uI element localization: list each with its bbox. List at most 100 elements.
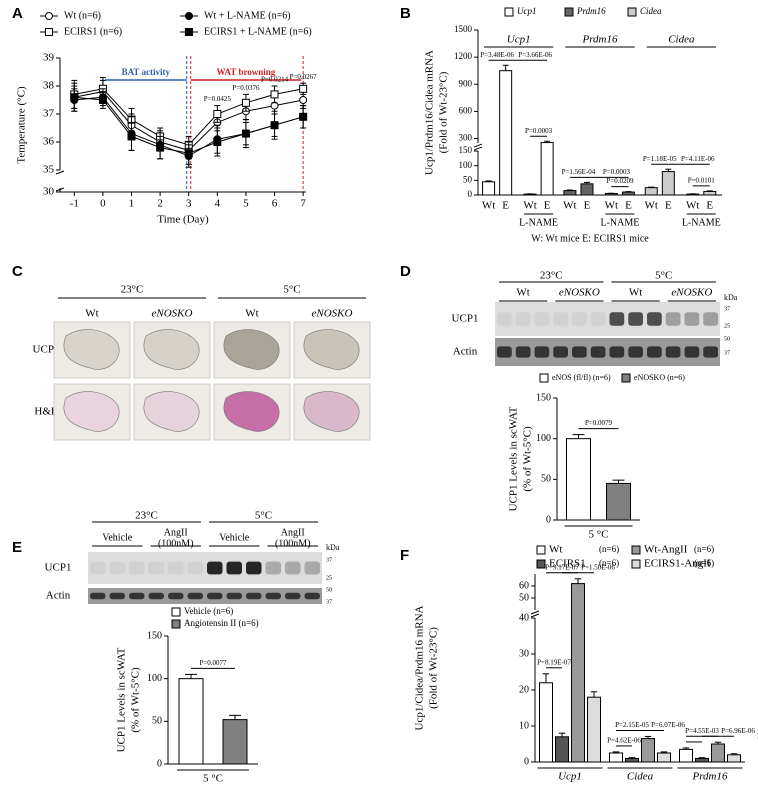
blot-band (187, 561, 203, 575)
panel-label: D (400, 263, 411, 280)
blot-band (590, 312, 606, 326)
p-value: P=0.0003 (525, 127, 553, 135)
marker (299, 96, 308, 104)
y-axis-label: (Fold of Wt-23°C) (428, 627, 440, 709)
p-value: P=9.17E-07 (545, 563, 579, 571)
x-tick-label: E (544, 200, 551, 212)
blot-band (246, 592, 262, 600)
legend-label: Prdm16 (576, 6, 606, 16)
x-tick-label: 2 (157, 198, 163, 210)
bar (604, 193, 618, 196)
blot-band (534, 312, 550, 326)
size-marker: 25 (724, 323, 730, 329)
y-tick-label: 100 (147, 673, 162, 684)
p-value: P=8.19E-07 (537, 658, 571, 666)
unit-label: kDa (326, 543, 340, 552)
p-value: P=1.18E-05 (643, 155, 677, 163)
axis-break (55, 170, 65, 175)
y-tick-label: 150 (147, 630, 162, 641)
sublabel: L-NAME (600, 217, 639, 228)
y-tick-label: 0 (157, 758, 162, 769)
x-tick-label: Wt (645, 200, 658, 212)
marker (127, 132, 136, 141)
p-value: P=4.62E-06 (607, 737, 641, 745)
bar (711, 743, 725, 763)
size-marker: 50 (326, 587, 332, 593)
group-label: Vehicle (219, 532, 250, 543)
blot-band (647, 346, 662, 358)
y-tick-label: 0 (524, 756, 529, 767)
group-label: eNOSKO (559, 287, 600, 299)
blot-band (109, 561, 125, 575)
blot-band (129, 561, 145, 575)
y-tick-label: 0 (546, 514, 551, 525)
blot-band (703, 312, 718, 326)
bar (703, 190, 717, 196)
y-axis-label: UCP1 Levels in scWAT (508, 406, 520, 511)
legend-swatch (171, 619, 181, 629)
p-value: P=0.0077 (199, 659, 227, 667)
p-value: P=2.15E-05 (615, 721, 649, 729)
marker (98, 96, 107, 104)
x-tick-label: 7 (300, 198, 306, 210)
blot-band (515, 312, 531, 326)
p-value: P=0.0214 (261, 76, 289, 84)
group-label: Vehicle (102, 532, 133, 543)
y-tick-label: 30 (519, 648, 529, 659)
p-value: P=4.11E-06 (681, 155, 715, 163)
tissue-section (63, 391, 120, 432)
x-tick-label: Wt (563, 200, 576, 212)
x-axis-label: Time (Day) (157, 214, 209, 226)
x-tick-label: E (502, 200, 509, 212)
blot-band (665, 312, 681, 326)
temperature-label: 5°C (255, 510, 272, 522)
panel-label: F (400, 547, 409, 564)
y-tick-label: 600 (459, 105, 473, 115)
size-marker: 37 (724, 306, 730, 312)
blot-band (90, 592, 106, 600)
blot-band (246, 561, 262, 575)
blot-band (109, 592, 125, 600)
blot-strip (495, 302, 720, 336)
group-label: Cidea (668, 34, 695, 46)
marker (213, 110, 222, 118)
legend-label: ECIRS1 (n=6) (64, 26, 122, 37)
group-label: AngII (164, 527, 188, 538)
blot-band (515, 346, 531, 358)
x-tick-label: 5 °C (589, 529, 609, 541)
legend-label: Wt-AngII (644, 544, 688, 556)
bar (727, 754, 741, 763)
bar (606, 482, 631, 521)
legend-n: (n=6) (694, 558, 714, 568)
blot-band (628, 312, 643, 326)
blot-band (497, 312, 512, 326)
x-tick-label: E (625, 200, 632, 212)
y-tick-label: 0 (468, 189, 473, 199)
sublabel: L-NAME (682, 217, 721, 228)
axis-break (530, 610, 540, 615)
legend-label: ECIRS1-AngII (644, 558, 711, 570)
legend-label: eNOSKO (n=6) (634, 373, 685, 382)
legend-swatch (504, 7, 514, 17)
x-tick-label: Wt (605, 200, 618, 212)
marker (241, 129, 250, 138)
marker (299, 112, 308, 121)
blot-band (684, 346, 700, 358)
bar (482, 181, 496, 196)
legend-label: Angiotensin II (n=6) (184, 618, 259, 628)
y-tick-label: 40 (519, 612, 529, 623)
legend-marker (45, 28, 53, 36)
bar (609, 752, 623, 763)
unit-label: kDa (724, 293, 738, 302)
temperature-label: 23°C (135, 510, 158, 522)
blot-band (497, 346, 512, 358)
marker (213, 138, 222, 146)
blot-band (129, 592, 145, 600)
axis-break (473, 146, 483, 151)
y-tick-label: 10 (519, 720, 529, 731)
blot-strip (88, 552, 322, 584)
legend-n: (n=6) (599, 558, 619, 568)
x-tick-label: 1 (129, 198, 135, 210)
legend-marker (185, 12, 193, 20)
